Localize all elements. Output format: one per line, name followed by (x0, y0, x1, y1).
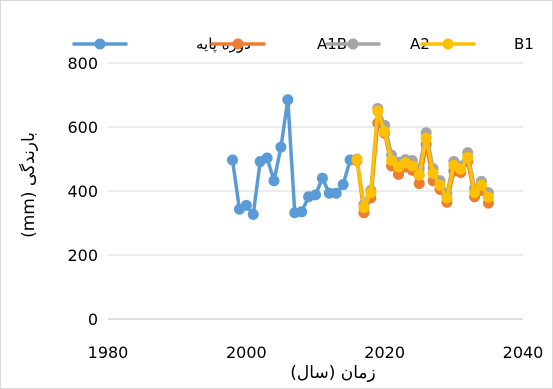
data-point (406, 160, 418, 172)
data-point (469, 187, 481, 199)
data-point (379, 126, 391, 138)
plot-series (227, 94, 494, 220)
data-point (413, 169, 425, 181)
data-point (268, 175, 280, 187)
legend-marker (232, 38, 244, 50)
x-tick-labels: 1980 2000 2020 2040 (88, 343, 544, 362)
legend: دوره پایه A1B A2 B1 (72, 35, 534, 54)
series-4 (351, 105, 494, 214)
y-tick-labels: 0 200 400 600 800 (67, 54, 98, 329)
data-point (247, 208, 259, 220)
data-point (351, 154, 363, 166)
x-tick-label: 1980 (88, 343, 129, 362)
legend-item: B1 (420, 35, 534, 53)
data-point (330, 187, 342, 199)
data-point (420, 132, 432, 144)
data-point (365, 187, 377, 199)
data-point (358, 202, 370, 214)
data-point (275, 141, 287, 153)
legend-label: B1 (514, 35, 534, 53)
gridlines (108, 62, 523, 256)
data-point (386, 155, 398, 167)
legend-item: A2 (325, 35, 430, 53)
y-tick-label: 200 (67, 246, 98, 265)
data-point (455, 163, 467, 175)
y-tick-label: 0 (88, 310, 98, 329)
x-axis-title: زمان (سال) (290, 363, 375, 383)
x-tick-label: 2020 (364, 343, 405, 362)
data-point (413, 178, 425, 190)
y-axis-title: بارندگی (mm) (18, 132, 39, 238)
y-tick-label: 800 (67, 54, 98, 73)
legend-label: A2 (410, 35, 430, 53)
data-point (482, 191, 494, 203)
data-point (282, 94, 294, 106)
legend-marker (347, 38, 359, 50)
data-point (441, 192, 453, 204)
data-point (372, 105, 384, 117)
data-point (227, 154, 238, 166)
data-point (434, 179, 446, 191)
data-point (296, 206, 308, 218)
y-tick-label: 600 (67, 118, 98, 137)
series-1 (227, 94, 356, 220)
data-point (310, 189, 321, 201)
data-point (462, 151, 474, 163)
x-tick-label: 2000 (226, 343, 267, 362)
data-point (427, 167, 439, 179)
data-point (316, 172, 328, 184)
data-point (261, 152, 273, 164)
x-tick-label: 2040 (503, 343, 544, 362)
data-point (240, 199, 252, 211)
data-point (476, 179, 487, 191)
legend-marker (442, 38, 454, 50)
y-tick-label: 400 (67, 182, 98, 201)
data-point (337, 179, 349, 191)
legend-marker (94, 38, 106, 50)
